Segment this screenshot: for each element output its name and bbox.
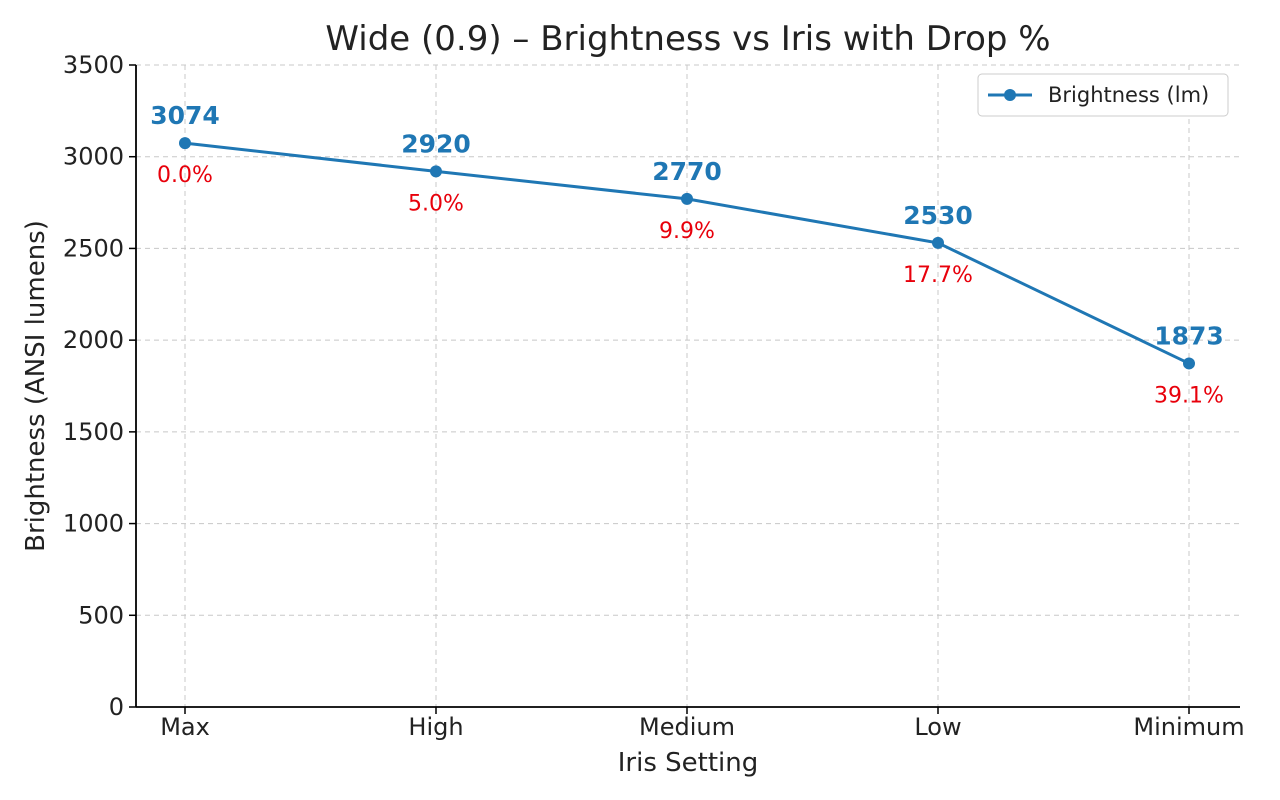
axes-layer: 0 500 1000 1500 2000 2500 3000 3500 Max High Mediu…	[63, 51, 1245, 741]
data-point-medium	[681, 192, 693, 205]
y-tick-label: 3500	[63, 51, 124, 79]
y-tick-label: 3000	[63, 143, 124, 171]
chart-title: Wide (0.9) – Brightness vs Iris with Dro…	[325, 19, 1050, 59]
legend-frame	[977, 73, 1229, 117]
legend: Brightness (lm)	[977, 73, 1229, 117]
labels-layer: 3074 0.0% 2920 5.0% 2770 9.9% 2530 17.7% 1873 39.…	[150, 101, 1224, 408]
y-tick-label: 2500	[63, 234, 124, 262]
value-label-high: 2920	[401, 129, 471, 158]
data-point-minimum	[1183, 357, 1195, 370]
series-layer	[179, 137, 1195, 370]
y-tick-label: 2000	[63, 326, 124, 354]
drop-label-medium: 9.9%	[659, 219, 715, 244]
grid-layer	[136, 64, 1240, 708]
data-point-max	[179, 137, 191, 150]
y-tick-label: 1500	[63, 418, 124, 446]
y-axis-label: Brightness (ANSI lumens)	[21, 220, 51, 552]
drop-label-minimum: 39.1%	[1154, 383, 1224, 408]
y-tick-label: 1000	[63, 510, 124, 538]
x-tick-label-minimum: Minimum	[1133, 713, 1244, 741]
y-tick-label: 0	[109, 693, 124, 721]
drop-label-max: 0.0%	[157, 163, 213, 188]
x-tick-label-medium: Medium	[639, 713, 735, 741]
data-point-high	[430, 165, 442, 178]
data-point-low	[932, 236, 944, 249]
drop-label-high: 5.0%	[408, 191, 464, 216]
value-label-low: 2530	[903, 201, 973, 230]
x-tick-label-high: High	[408, 713, 463, 741]
y-tick-label: 500	[78, 601, 124, 629]
x-tick-label-low: Low	[914, 713, 961, 741]
drop-label-low: 17.7%	[903, 263, 973, 288]
value-label-max: 3074	[150, 101, 220, 130]
legend-entry-brightness: Brightness (lm)	[1048, 83, 1209, 107]
value-label-medium: 2770	[652, 157, 722, 186]
x-tick-label-max: Max	[160, 713, 210, 741]
x-axis-label: Iris Setting	[618, 748, 759, 778]
value-label-minimum: 1873	[1154, 321, 1224, 350]
legend-marker-swatch	[1004, 89, 1016, 101]
